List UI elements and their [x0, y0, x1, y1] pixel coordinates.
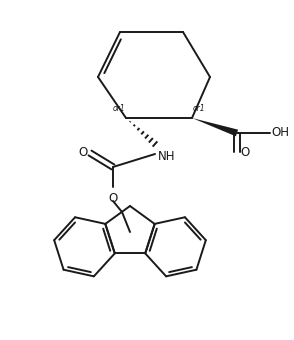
Text: NH: NH — [158, 150, 176, 163]
Text: or1: or1 — [193, 104, 206, 113]
Text: O: O — [108, 192, 118, 205]
Text: O: O — [79, 147, 88, 159]
Text: O: O — [240, 146, 249, 158]
Text: OH: OH — [271, 126, 289, 139]
Polygon shape — [192, 118, 238, 136]
Text: or1: or1 — [112, 104, 125, 113]
